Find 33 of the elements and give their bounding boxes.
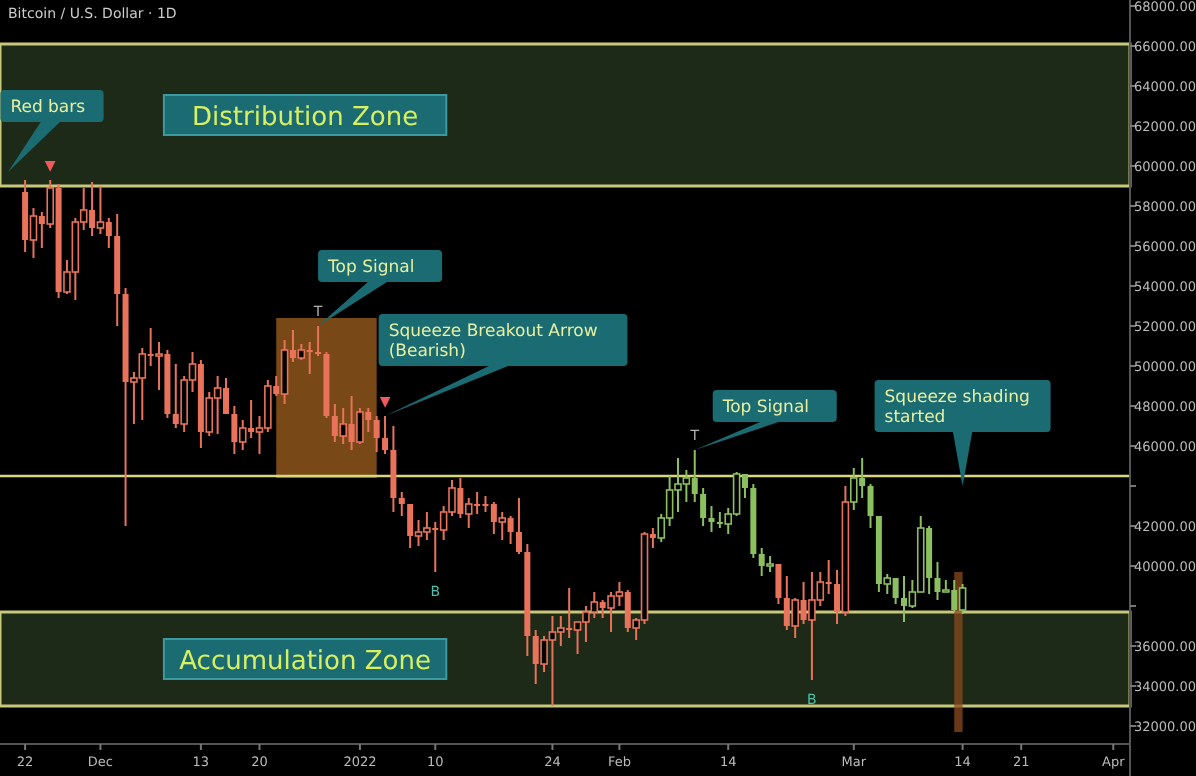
candlestick <box>808 571 816 681</box>
candlestick <box>373 415 380 453</box>
candlestick <box>398 491 405 517</box>
candlestick <box>407 503 414 549</box>
band-label: Accumulation Zone <box>179 647 431 677</box>
candlestick <box>682 469 691 503</box>
annotation: Squeeze Breakout Arrow (Bearish) <box>388 322 598 362</box>
candlestick <box>390 425 397 513</box>
candlestick <box>691 449 698 503</box>
candlestick <box>548 615 557 707</box>
band-label: Distribution Zone <box>192 103 419 133</box>
candlestick <box>700 487 707 527</box>
annotation: Top Signal <box>326 258 415 278</box>
candlestick <box>515 497 522 555</box>
candlestick <box>280 339 289 405</box>
candlestick <box>96 185 105 235</box>
annotation: Squeeze shading started <box>884 388 1030 428</box>
annotation: Red bars <box>10 98 87 118</box>
candlestick <box>213 375 222 435</box>
candlestick <box>315 325 322 357</box>
candlestick <box>22 179 29 253</box>
candlestick <box>708 505 715 533</box>
candlestick <box>732 471 741 517</box>
candlestick <box>775 563 782 605</box>
candlestick <box>138 347 147 421</box>
annotation: Top Signal <box>720 398 810 418</box>
candlestick <box>339 407 347 445</box>
candlestick <box>867 483 874 529</box>
candlestick <box>382 415 389 455</box>
candlestick <box>306 341 313 375</box>
candlestick <box>105 217 112 249</box>
candlestick <box>958 583 967 615</box>
candlestick <box>264 379 272 433</box>
